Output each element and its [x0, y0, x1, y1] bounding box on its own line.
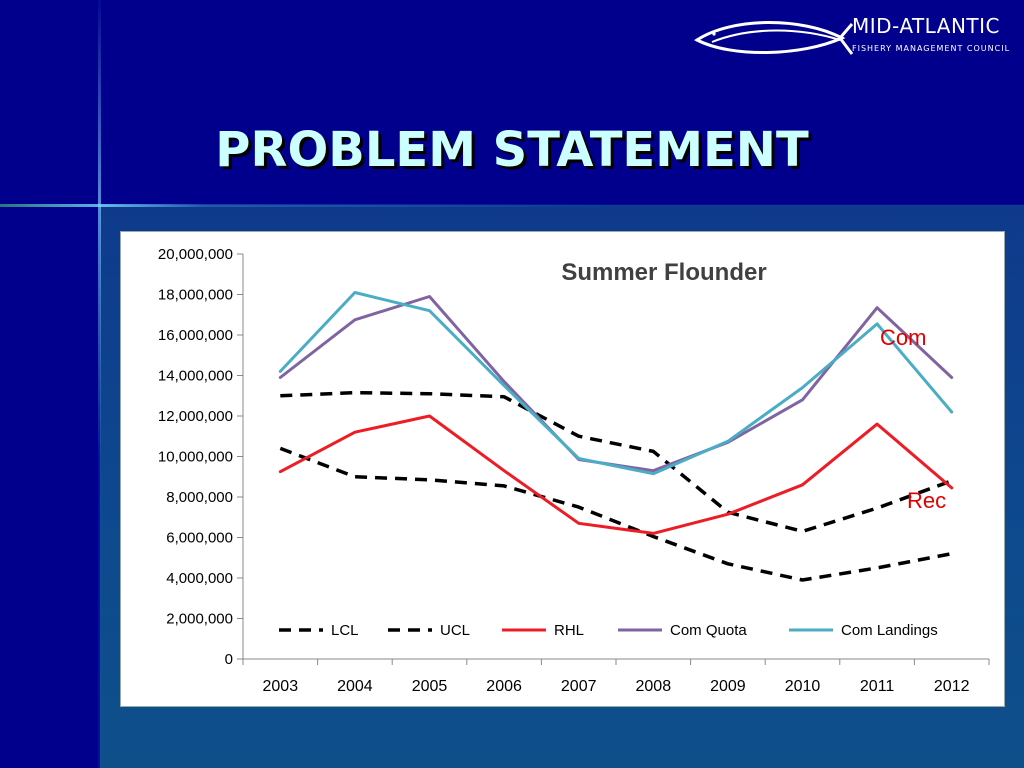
- series-line-rhl: [278, 414, 954, 535]
- chart-container: 0 2,000,000 4,000,000 6,000,000 8,000,000 10,…: [120, 231, 1005, 707]
- legend-label: UCL: [440, 622, 470, 639]
- y-tick-label: 12,000,000: [158, 408, 233, 425]
- y-tick-label: 10,000,000: [158, 449, 233, 466]
- com-annotation: Com: [880, 325, 927, 350]
- y-axis: 0 2,000,000 4,000,000 6,000,000 8,000,000 10,…: [158, 246, 244, 668]
- y-tick-label: 20,000,000: [158, 246, 233, 263]
- x-tick-label: 2003: [263, 678, 299, 695]
- legend-label: RHL: [554, 622, 584, 639]
- x-tick-label: 2012: [934, 678, 970, 695]
- legend-label: Com Landings: [841, 622, 938, 639]
- logo-name: MID-ATLANTIC: [852, 14, 1001, 38]
- x-tick-label: 2009: [710, 678, 746, 695]
- decorative-vertical-line: [98, 0, 101, 768]
- x-tick-label: 2008: [636, 678, 672, 695]
- legend-label: LCL: [331, 622, 359, 639]
- y-tick-label: 2,000,000: [166, 611, 233, 628]
- line-chart: 0 2,000,000 4,000,000 6,000,000 8,000,000 10,…: [158, 246, 990, 695]
- x-tick-label: 2004: [337, 678, 373, 695]
- x-tick-label: 2005: [412, 678, 448, 695]
- y-tick-label: 4,000,000: [166, 570, 233, 587]
- y-tick-label: 8,000,000: [166, 489, 233, 506]
- chart-legend: LCL UCL RHL Com Quota Com Landings: [279, 622, 938, 639]
- slide-title: PROBLEM STATEMENT: [215, 122, 809, 178]
- series-line-lcl: [279, 446, 953, 582]
- x-axis: 2003 2004 2005 2006 2007 2008 2009 2010 2011 2012: [242, 658, 990, 695]
- series-layer: [278, 291, 954, 582]
- y-tick-label: 18,000,000: [158, 287, 233, 304]
- y-tick-label: 14,000,000: [158, 368, 233, 385]
- logo-subtitle: FISHERY MANAGEMENT COUNCIL: [852, 44, 1011, 53]
- series-line-com-landings: [278, 291, 954, 476]
- x-tick-label: 2010: [785, 678, 821, 695]
- x-tick-label: 2007: [561, 678, 597, 695]
- legend-label: Com Quota: [670, 622, 747, 639]
- y-tick-label: 16,000,000: [158, 327, 233, 344]
- x-tick-label: 2006: [486, 678, 522, 695]
- y-tick-label: 6,000,000: [166, 530, 233, 547]
- series-line-ucl: [280, 390, 953, 534]
- x-tick-label: 2011: [860, 678, 895, 695]
- rec-annotation: Rec: [907, 488, 947, 513]
- fish-logo-icon: [694, 21, 854, 55]
- chart-title: Summer Flounder: [561, 259, 766, 286]
- y-tick-label: 0: [225, 651, 233, 668]
- decorative-horizontal-line: [0, 204, 1024, 207]
